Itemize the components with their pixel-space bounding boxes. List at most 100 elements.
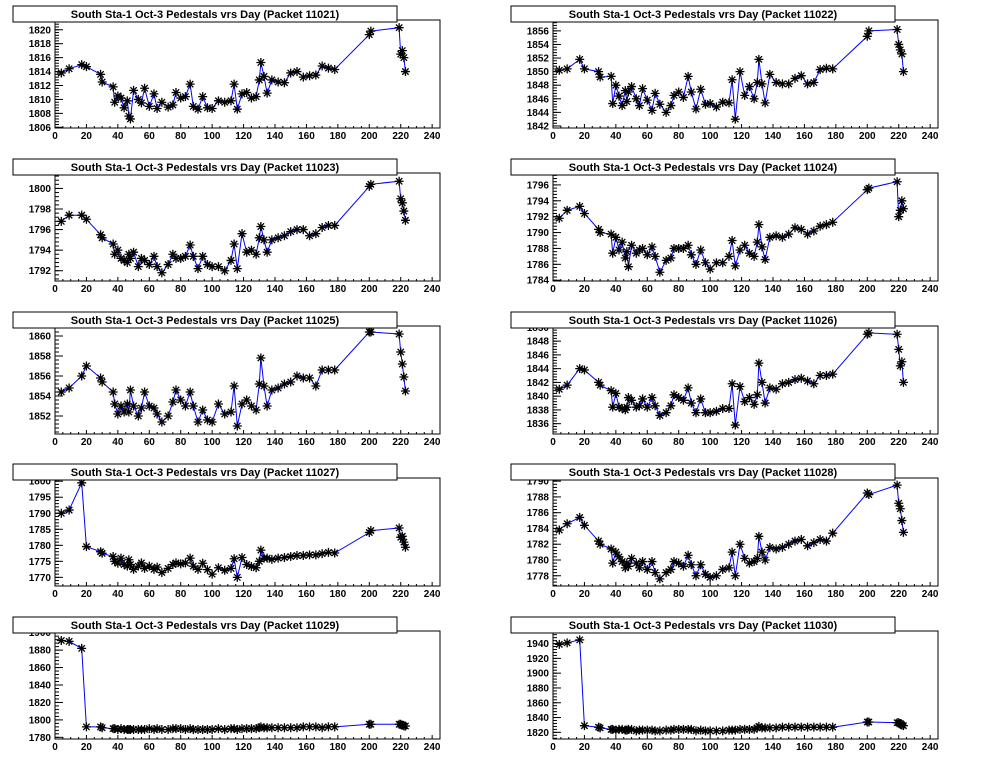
- data-point-marker: [108, 552, 118, 562]
- data-point-marker: [777, 542, 787, 552]
- data-point-marker: [796, 534, 806, 544]
- data-point-marker: [554, 639, 564, 649]
- data-point-marker: [292, 551, 302, 561]
- data-point-marker: [617, 724, 627, 734]
- chart-title-box: [12, 311, 398, 329]
- x-tick-label: 60: [144, 131, 156, 142]
- x-tick-label: 80: [175, 589, 187, 600]
- x-tick-label: 100: [204, 742, 221, 753]
- y-tick-label: 1846: [527, 350, 550, 361]
- chart-title: South Sta-1 Oct-3 Pedestals vrs Day (Pac…: [71, 620, 340, 632]
- chart-title: South Sta-1 Oct-3 Pedestals vrs Day (Pac…: [71, 9, 340, 21]
- data-point-marker: [711, 406, 721, 416]
- data-point-marker: [606, 544, 616, 554]
- data-point-marker: [777, 379, 787, 389]
- x-tick-label: 60: [642, 131, 654, 142]
- data-point-marker: [683, 240, 693, 250]
- data-point-marker: [254, 233, 264, 243]
- data-point-marker: [730, 571, 740, 581]
- y-tick-label: 1848: [527, 81, 550, 92]
- data-point-marker: [110, 399, 120, 409]
- data-point-marker: [81, 214, 91, 224]
- y-tick-label: 1844: [527, 108, 550, 119]
- plot-frame: [552, 19, 939, 129]
- x-tick-label: 0: [52, 437, 58, 448]
- data-point-marker: [815, 221, 825, 231]
- data-point-marker: [864, 717, 874, 727]
- data-point-marker: [267, 385, 277, 395]
- x-tick-label: 240: [424, 589, 441, 600]
- data-point-marker: [119, 255, 129, 265]
- data-point-marker: [292, 723, 302, 733]
- data-point-marker: [81, 542, 91, 552]
- data-point-marker: [627, 553, 637, 563]
- data-point-marker: [136, 558, 146, 568]
- data-point-marker: [157, 97, 167, 107]
- data-point-marker: [364, 30, 374, 40]
- data-point-marker: [803, 722, 813, 732]
- data-point-marker: [562, 380, 572, 390]
- data-point-marker: [129, 247, 139, 257]
- data-point-marker: [730, 261, 740, 271]
- data-point-marker: [809, 379, 819, 389]
- data-point-marker: [730, 420, 740, 430]
- data-point-marker: [171, 558, 181, 568]
- data-point-marker: [579, 365, 589, 375]
- data-point-marker: [267, 75, 277, 85]
- data-point-marker: [579, 209, 589, 218]
- data-point-marker: [81, 722, 91, 732]
- data-point-marker: [700, 258, 710, 268]
- chart-panel: 0 20 40 60 80 100 120 140 160 180 200 220 240 1852 185…: [12, 311, 441, 448]
- data-point-marker: [735, 382, 745, 392]
- chart-title-box: [12, 616, 398, 634]
- x-tick-label: 220: [392, 284, 409, 295]
- y-tick-label: 1856: [527, 26, 550, 37]
- data-point-marker: [655, 410, 665, 420]
- data-point-marker: [254, 556, 264, 566]
- data-point-marker: [765, 723, 775, 733]
- data-point-marker: [661, 255, 671, 265]
- x-tick-label: 80: [175, 131, 187, 142]
- x-tick-label: 60: [642, 437, 654, 448]
- data-point-marker: [638, 725, 648, 735]
- data-point-marker: [273, 383, 283, 393]
- data-point-marker: [399, 372, 409, 382]
- data-point-marker: [125, 385, 135, 395]
- x-tick-label: 240: [424, 437, 441, 448]
- data-point-marker: [237, 229, 247, 239]
- data-point-marker: [229, 554, 239, 564]
- x-tick-label: 80: [175, 437, 187, 448]
- x-tick-label: 20: [579, 131, 591, 142]
- y-tick-label: 1806: [29, 123, 52, 134]
- data-point-marker: [790, 223, 800, 233]
- data-point-marker: [691, 104, 701, 114]
- data-point-marker: [229, 724, 239, 734]
- data-point-marker: [752, 390, 762, 400]
- data-point-marker: [113, 724, 123, 734]
- data-point-marker: [110, 556, 120, 566]
- y-tick-label: 1800: [29, 715, 52, 726]
- y-tick-label: 1788: [527, 244, 550, 255]
- data-point-marker: [757, 547, 767, 557]
- y-tick-label: 1780: [29, 733, 52, 744]
- data-point-marker: [213, 96, 223, 106]
- y-tick-label: 1778: [527, 571, 550, 582]
- data-point-marker: [771, 384, 781, 394]
- data-point-marker: [700, 569, 710, 579]
- data-point-marker: [124, 407, 134, 417]
- y-tick-label: 1854: [527, 40, 550, 51]
- data-point-marker: [627, 82, 637, 92]
- data-point-marker: [323, 63, 333, 73]
- data-point-marker: [129, 724, 139, 734]
- x-tick-label: 140: [267, 437, 284, 448]
- x-tick-label: 240: [922, 437, 939, 448]
- data-point-marker: [77, 210, 87, 220]
- data-point-marker: [620, 563, 630, 573]
- data-point-marker: [894, 212, 904, 222]
- data-point-marker: [718, 404, 728, 414]
- data-point-marker: [163, 411, 173, 421]
- data-point-marker: [251, 724, 261, 734]
- data-point-marker: [323, 547, 333, 557]
- data-point-marker: [666, 253, 676, 263]
- data-point-marker: [185, 387, 195, 397]
